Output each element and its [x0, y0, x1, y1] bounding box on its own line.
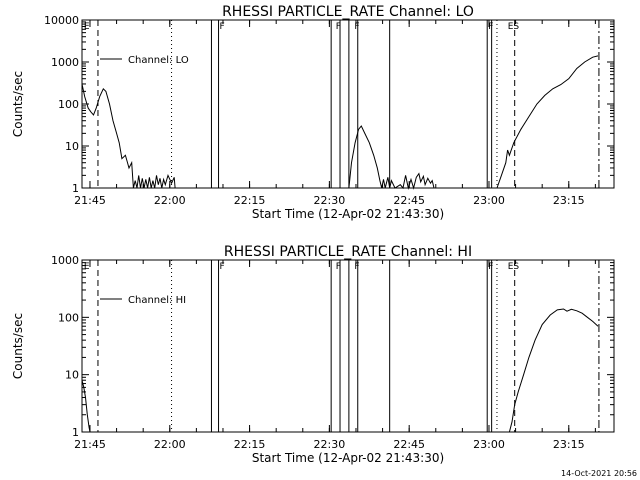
x-tick-label: 22:00 [154, 194, 186, 207]
event-flag-label: F [220, 262, 225, 272]
event-flag-label: E [84, 262, 90, 272]
x-tick-label: 22:45 [393, 438, 425, 451]
data-series-line [81, 83, 176, 189]
x-tick-label: 21:45 [74, 194, 106, 207]
y-tick-label: 1000 [51, 56, 79, 69]
data-series-line [81, 380, 91, 433]
x-tick-label: 21:45 [74, 438, 106, 451]
event-flag-label: F [354, 262, 359, 272]
lo-channel-panel: RHESSI PARTICLE_RATE Channel: LO 1 10 100 10… [11, 4, 615, 221]
chart-title: RHESSI PARTICLE_RATE Channel: LO [222, 4, 474, 20]
event-flag-label: F [336, 22, 341, 32]
x-tick-label: 22:30 [314, 194, 346, 207]
event-flag-label: F [354, 22, 359, 32]
y-tick-label: 10000 [44, 14, 79, 27]
hi-channel-panel: RHESSI PARTICLE_RATE Channel: HI 1 10 100 10… [11, 244, 615, 465]
x-tick-label: 23:15 [553, 194, 585, 207]
x-tick-label: 22:00 [154, 438, 186, 451]
event-flag-label: F [220, 22, 225, 32]
x-tick-label: 22:30 [314, 438, 346, 451]
plot-frame [81, 259, 615, 433]
chart-title: RHESSI PARTICLE_RATE Channel: HI [224, 244, 472, 260]
event-flag-label: ES [508, 22, 520, 32]
x-tick-label: 22:45 [393, 194, 425, 207]
y-tick-label: 10 [65, 369, 79, 382]
y-tick-label: 1 [72, 182, 79, 195]
data-series-line [496, 55, 599, 189]
x-tick-label: 23:00 [473, 194, 505, 207]
footer-timestamp: 14-Oct-2021 20:56 [561, 469, 637, 478]
legend-label: Channel: HI [128, 295, 186, 306]
y-axis-label: Counts/sec [11, 313, 25, 379]
data-series-line [348, 125, 435, 190]
x-tick-label: 23:00 [473, 438, 505, 451]
y-tick-label: 10 [65, 140, 79, 153]
x-tick-label: 23:15 [553, 438, 585, 451]
y-tick-label: 100 [58, 311, 79, 324]
y-axis-label: Counts/sec [11, 71, 25, 137]
x-axis-label: Start Time (12-Apr-02 21:43:30) [252, 207, 444, 221]
event-flag-label: ES [508, 262, 520, 272]
event-flag-label: F [488, 262, 493, 272]
x-axis-label: Start Time (12-Apr-02 21:43:30) [252, 451, 444, 465]
event-flag-label: F [336, 262, 341, 272]
y-tick-label: 100 [58, 98, 79, 111]
event-flag-label: F [488, 22, 493, 32]
event-flag-label: E [84, 22, 90, 32]
x-tick-label: 22:15 [234, 194, 266, 207]
y-tick-label: 1000 [51, 254, 79, 267]
x-tick-label: 22:15 [234, 438, 266, 451]
y-tick-label: 1 [72, 426, 79, 439]
legend-label: Channel: LO [128, 55, 189, 66]
data-series-line [508, 308, 599, 433]
